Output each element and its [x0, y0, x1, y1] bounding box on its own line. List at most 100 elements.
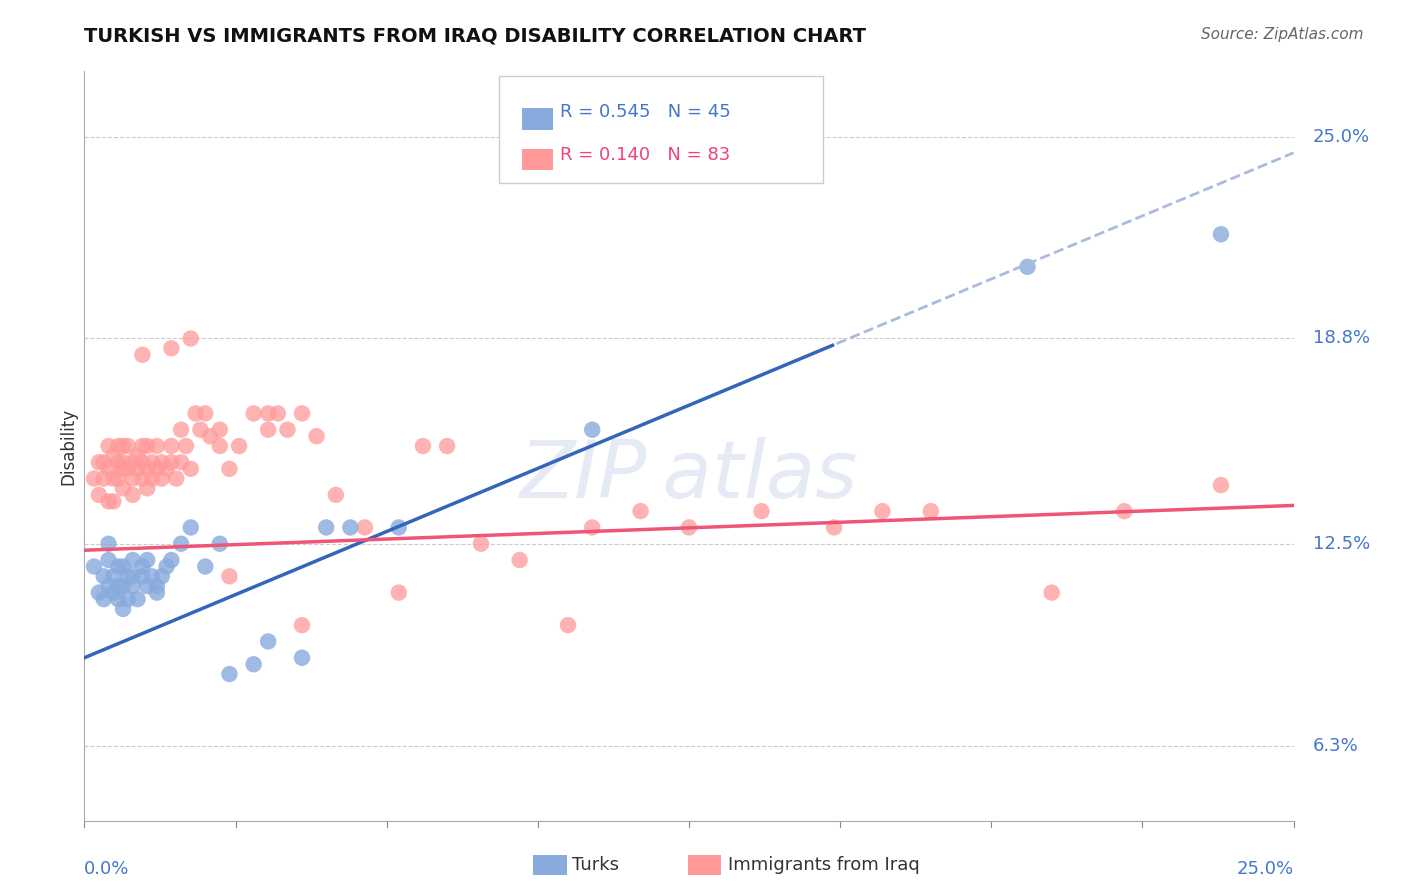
Point [315, 520, 337, 534]
Point [1209, 227, 1232, 242]
Text: 12.5%: 12.5% [1313, 534, 1369, 553]
Point [581, 423, 603, 437]
Point [354, 520, 377, 534]
Point [228, 439, 250, 453]
Point [127, 449, 149, 463]
Text: R = 0.140   N = 83: R = 0.140 N = 83 [560, 146, 730, 164]
Y-axis label: Disability: Disability [59, 408, 77, 484]
Point [117, 439, 139, 453]
Point [112, 559, 135, 574]
Point [184, 406, 207, 420]
Point [103, 585, 125, 599]
Text: TURKISH VS IMMIGRANTS FROM IRAQ DISABILITY CORRELATION CHART: TURKISH VS IMMIGRANTS FROM IRAQ DISABILI… [84, 27, 866, 45]
Point [136, 439, 159, 453]
Point [103, 494, 125, 508]
Point [97, 579, 120, 593]
Point [920, 504, 942, 518]
Point [87, 455, 110, 469]
Point [117, 592, 139, 607]
Point [470, 537, 492, 551]
Point [131, 455, 153, 469]
Point [160, 439, 183, 453]
Point [1040, 585, 1063, 599]
Point [160, 553, 183, 567]
Point [581, 520, 603, 534]
Point [218, 462, 240, 476]
Point [630, 504, 652, 518]
Point [121, 472, 143, 486]
Point [121, 569, 143, 583]
Point [93, 569, 115, 583]
Point [1114, 504, 1136, 518]
Point [267, 406, 290, 420]
Point [131, 439, 153, 453]
Point [291, 650, 314, 665]
Point [83, 472, 105, 486]
Text: Source: ZipAtlas.com: Source: ZipAtlas.com [1201, 27, 1364, 42]
Point [208, 439, 231, 453]
Point [112, 455, 135, 469]
Point [194, 559, 217, 574]
Point [1209, 478, 1232, 492]
Point [170, 423, 193, 437]
Point [97, 462, 120, 476]
Point [208, 423, 231, 437]
Point [117, 462, 139, 476]
Point [146, 585, 169, 599]
Point [557, 618, 579, 632]
Point [107, 592, 129, 607]
Point [141, 569, 163, 583]
Point [257, 423, 280, 437]
Point [136, 481, 159, 495]
Point [107, 455, 129, 469]
Point [83, 559, 105, 574]
Point [127, 592, 149, 607]
Point [1017, 260, 1039, 274]
Point [751, 504, 773, 518]
Point [131, 348, 153, 362]
Point [305, 429, 328, 443]
Point [242, 657, 264, 672]
Point [150, 455, 173, 469]
Point [127, 462, 149, 476]
Point [150, 569, 173, 583]
Point [97, 494, 120, 508]
Point [190, 423, 212, 437]
Point [107, 579, 129, 593]
Text: 0.0%: 0.0% [84, 860, 129, 878]
Point [165, 472, 187, 486]
Text: Immigrants from Iraq: Immigrants from Iraq [728, 856, 920, 874]
Point [112, 462, 135, 476]
Point [160, 455, 183, 469]
Point [872, 504, 894, 518]
Point [112, 579, 135, 593]
Point [97, 553, 120, 567]
Point [112, 439, 135, 453]
Text: 18.8%: 18.8% [1313, 329, 1369, 348]
Point [150, 472, 173, 486]
Point [388, 585, 411, 599]
Point [103, 449, 125, 463]
Point [160, 341, 183, 355]
Point [93, 472, 115, 486]
Point [257, 634, 280, 648]
Point [218, 569, 240, 583]
Point [97, 439, 120, 453]
Point [208, 537, 231, 551]
Point [103, 569, 125, 583]
Text: R = 0.545   N = 45: R = 0.545 N = 45 [560, 103, 730, 121]
Point [170, 455, 193, 469]
Point [107, 472, 129, 486]
Point [136, 579, 159, 593]
Point [131, 559, 153, 574]
Point [103, 472, 125, 486]
Point [412, 439, 434, 453]
Point [155, 559, 177, 574]
Point [291, 406, 314, 420]
Point [107, 559, 129, 574]
Point [93, 455, 115, 469]
Point [180, 331, 202, 345]
Point [198, 429, 221, 443]
Point [131, 472, 153, 486]
Point [180, 520, 202, 534]
